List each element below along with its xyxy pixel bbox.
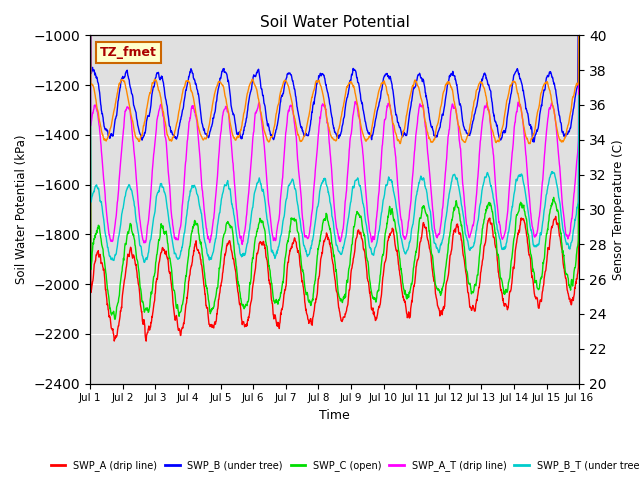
Text: TZ_fmet: TZ_fmet xyxy=(100,46,157,59)
Y-axis label: Soil Water Potential (kPa): Soil Water Potential (kPa) xyxy=(15,135,28,284)
Title: Soil Water Potential: Soil Water Potential xyxy=(260,15,410,30)
X-axis label: Time: Time xyxy=(319,409,350,422)
Legend: SWP_A (drip line), SWP_B (under tree), SWP_C (open), SWP_A_T (drip line), SWP_B_: SWP_A (drip line), SWP_B (under tree), S… xyxy=(47,456,640,475)
Y-axis label: Sensor Temperature (C): Sensor Temperature (C) xyxy=(612,139,625,280)
